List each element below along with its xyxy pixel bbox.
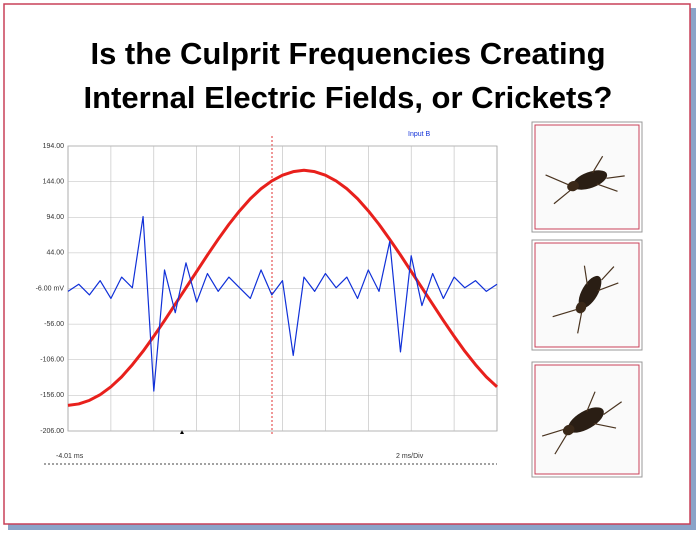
y-tick-label: 94.00 [46, 214, 64, 221]
time-scale: 2 ms/Div [396, 453, 424, 460]
y-tick-label: 194.00 [43, 143, 65, 150]
y-tick-label: -206.00 [40, 428, 64, 435]
y-tick-label: 144.00 [43, 178, 65, 185]
title-line: Is the Culprit Frequencies Creating [90, 36, 605, 71]
y-tick-label: -156.00 [40, 392, 64, 399]
cricket-photos [531, 121, 643, 478]
y-tick-label: -106.00 [40, 357, 64, 364]
y-tick-label: 44.00 [46, 250, 64, 257]
cricket [552, 265, 619, 334]
y-tick-label: -56.00 [44, 321, 64, 328]
title-line: Internal Electric Fields, or Crickets? [84, 80, 613, 115]
time-offset: -4.01 ms [56, 453, 84, 460]
cricket [545, 155, 625, 205]
trigger-marker [180, 430, 184, 434]
y-tick-label: -6.00 mV [36, 285, 65, 292]
channel-label: Input B [408, 131, 431, 138]
trace [67, 215, 498, 392]
cricket [541, 391, 622, 455]
